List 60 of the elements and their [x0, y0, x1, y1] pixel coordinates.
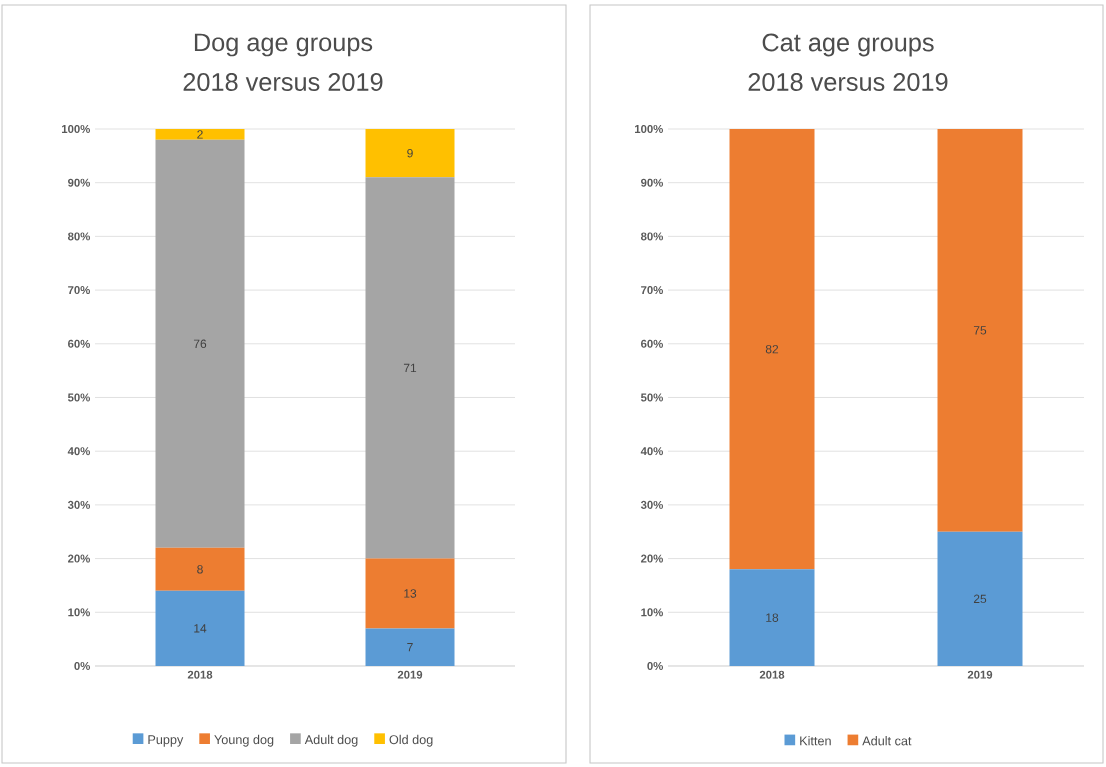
bar — [365, 177, 455, 559]
bar — [155, 547, 245, 591]
y-tick-label: 80% — [640, 232, 663, 241]
chart-subtitle: 2018 versus 2019 — [748, 73, 948, 91]
bar — [365, 558, 455, 629]
data-label: 75 — [973, 326, 987, 335]
data-label: 2 — [197, 130, 203, 139]
data-label: 14 — [194, 624, 207, 633]
data-label: 18 — [766, 613, 779, 622]
bar — [729, 569, 815, 666]
data-label: 7 — [407, 643, 413, 652]
legend-label: Adult dog — [304, 734, 358, 747]
chart-title: Dog age groups — [194, 33, 373, 57]
data-label: 82 — [765, 344, 779, 354]
y-tick-label: 80% — [67, 232, 91, 241]
x-tick-label: 2018 — [759, 670, 785, 679]
data-label: 71 — [403, 363, 417, 373]
y-tick-label: 70% — [641, 286, 663, 295]
bar — [937, 531, 1023, 666]
chart-title: Cat age groups — [762, 33, 934, 57]
y-tick-label: 100% — [635, 124, 663, 133]
legend-label: Adult cat — [862, 736, 912, 746]
y-tick-label: 70% — [68, 286, 91, 295]
bar — [365, 628, 455, 666]
y-tick-label: 20% — [68, 554, 91, 563]
x-tick-label: 2018 — [187, 670, 213, 679]
y-tick-label: 90% — [68, 178, 91, 187]
y-tick-label: 100% — [62, 124, 90, 133]
data-label: 25 — [973, 594, 987, 604]
data-label: 13 — [404, 589, 417, 598]
y-tick-label: 0% — [647, 661, 663, 670]
y-tick-label: 40% — [67, 447, 91, 456]
y-tick-label: 20% — [641, 554, 663, 563]
y-tick-label: 50% — [67, 393, 91, 402]
y-tick-label: 90% — [641, 178, 663, 187]
y-tick-label: 60% — [641, 339, 663, 348]
legend-label: Kitten — [800, 736, 831, 746]
data-label: 76 — [193, 339, 207, 349]
y-tick-label: 30% — [67, 500, 91, 509]
legend-label: Young dog — [214, 734, 274, 747]
bar — [729, 128, 815, 570]
y-tick-label: 0% — [74, 661, 91, 670]
bar — [365, 128, 455, 178]
bar — [155, 590, 245, 666]
x-tick-label: 2019 — [397, 670, 423, 679]
y-tick-label: 60% — [68, 339, 91, 348]
y-tick-label: 10% — [68, 608, 91, 617]
x-tick-label: 2019 — [967, 670, 993, 679]
data-label: 8 — [197, 565, 203, 574]
chart-subtitle: 2018 versus 2019 — [183, 73, 383, 91]
bar — [937, 128, 1023, 532]
legend-label: Puppy — [148, 735, 184, 747]
y-tick-label: 10% — [641, 608, 663, 617]
y-tick-label: 30% — [640, 500, 663, 509]
legend-label: Old dog — [389, 734, 433, 747]
bar — [155, 128, 245, 140]
y-tick-label: 40% — [640, 447, 663, 456]
y-tick-label: 50% — [640, 393, 663, 402]
bar — [155, 139, 245, 548]
data-label: 9 — [407, 148, 413, 158]
